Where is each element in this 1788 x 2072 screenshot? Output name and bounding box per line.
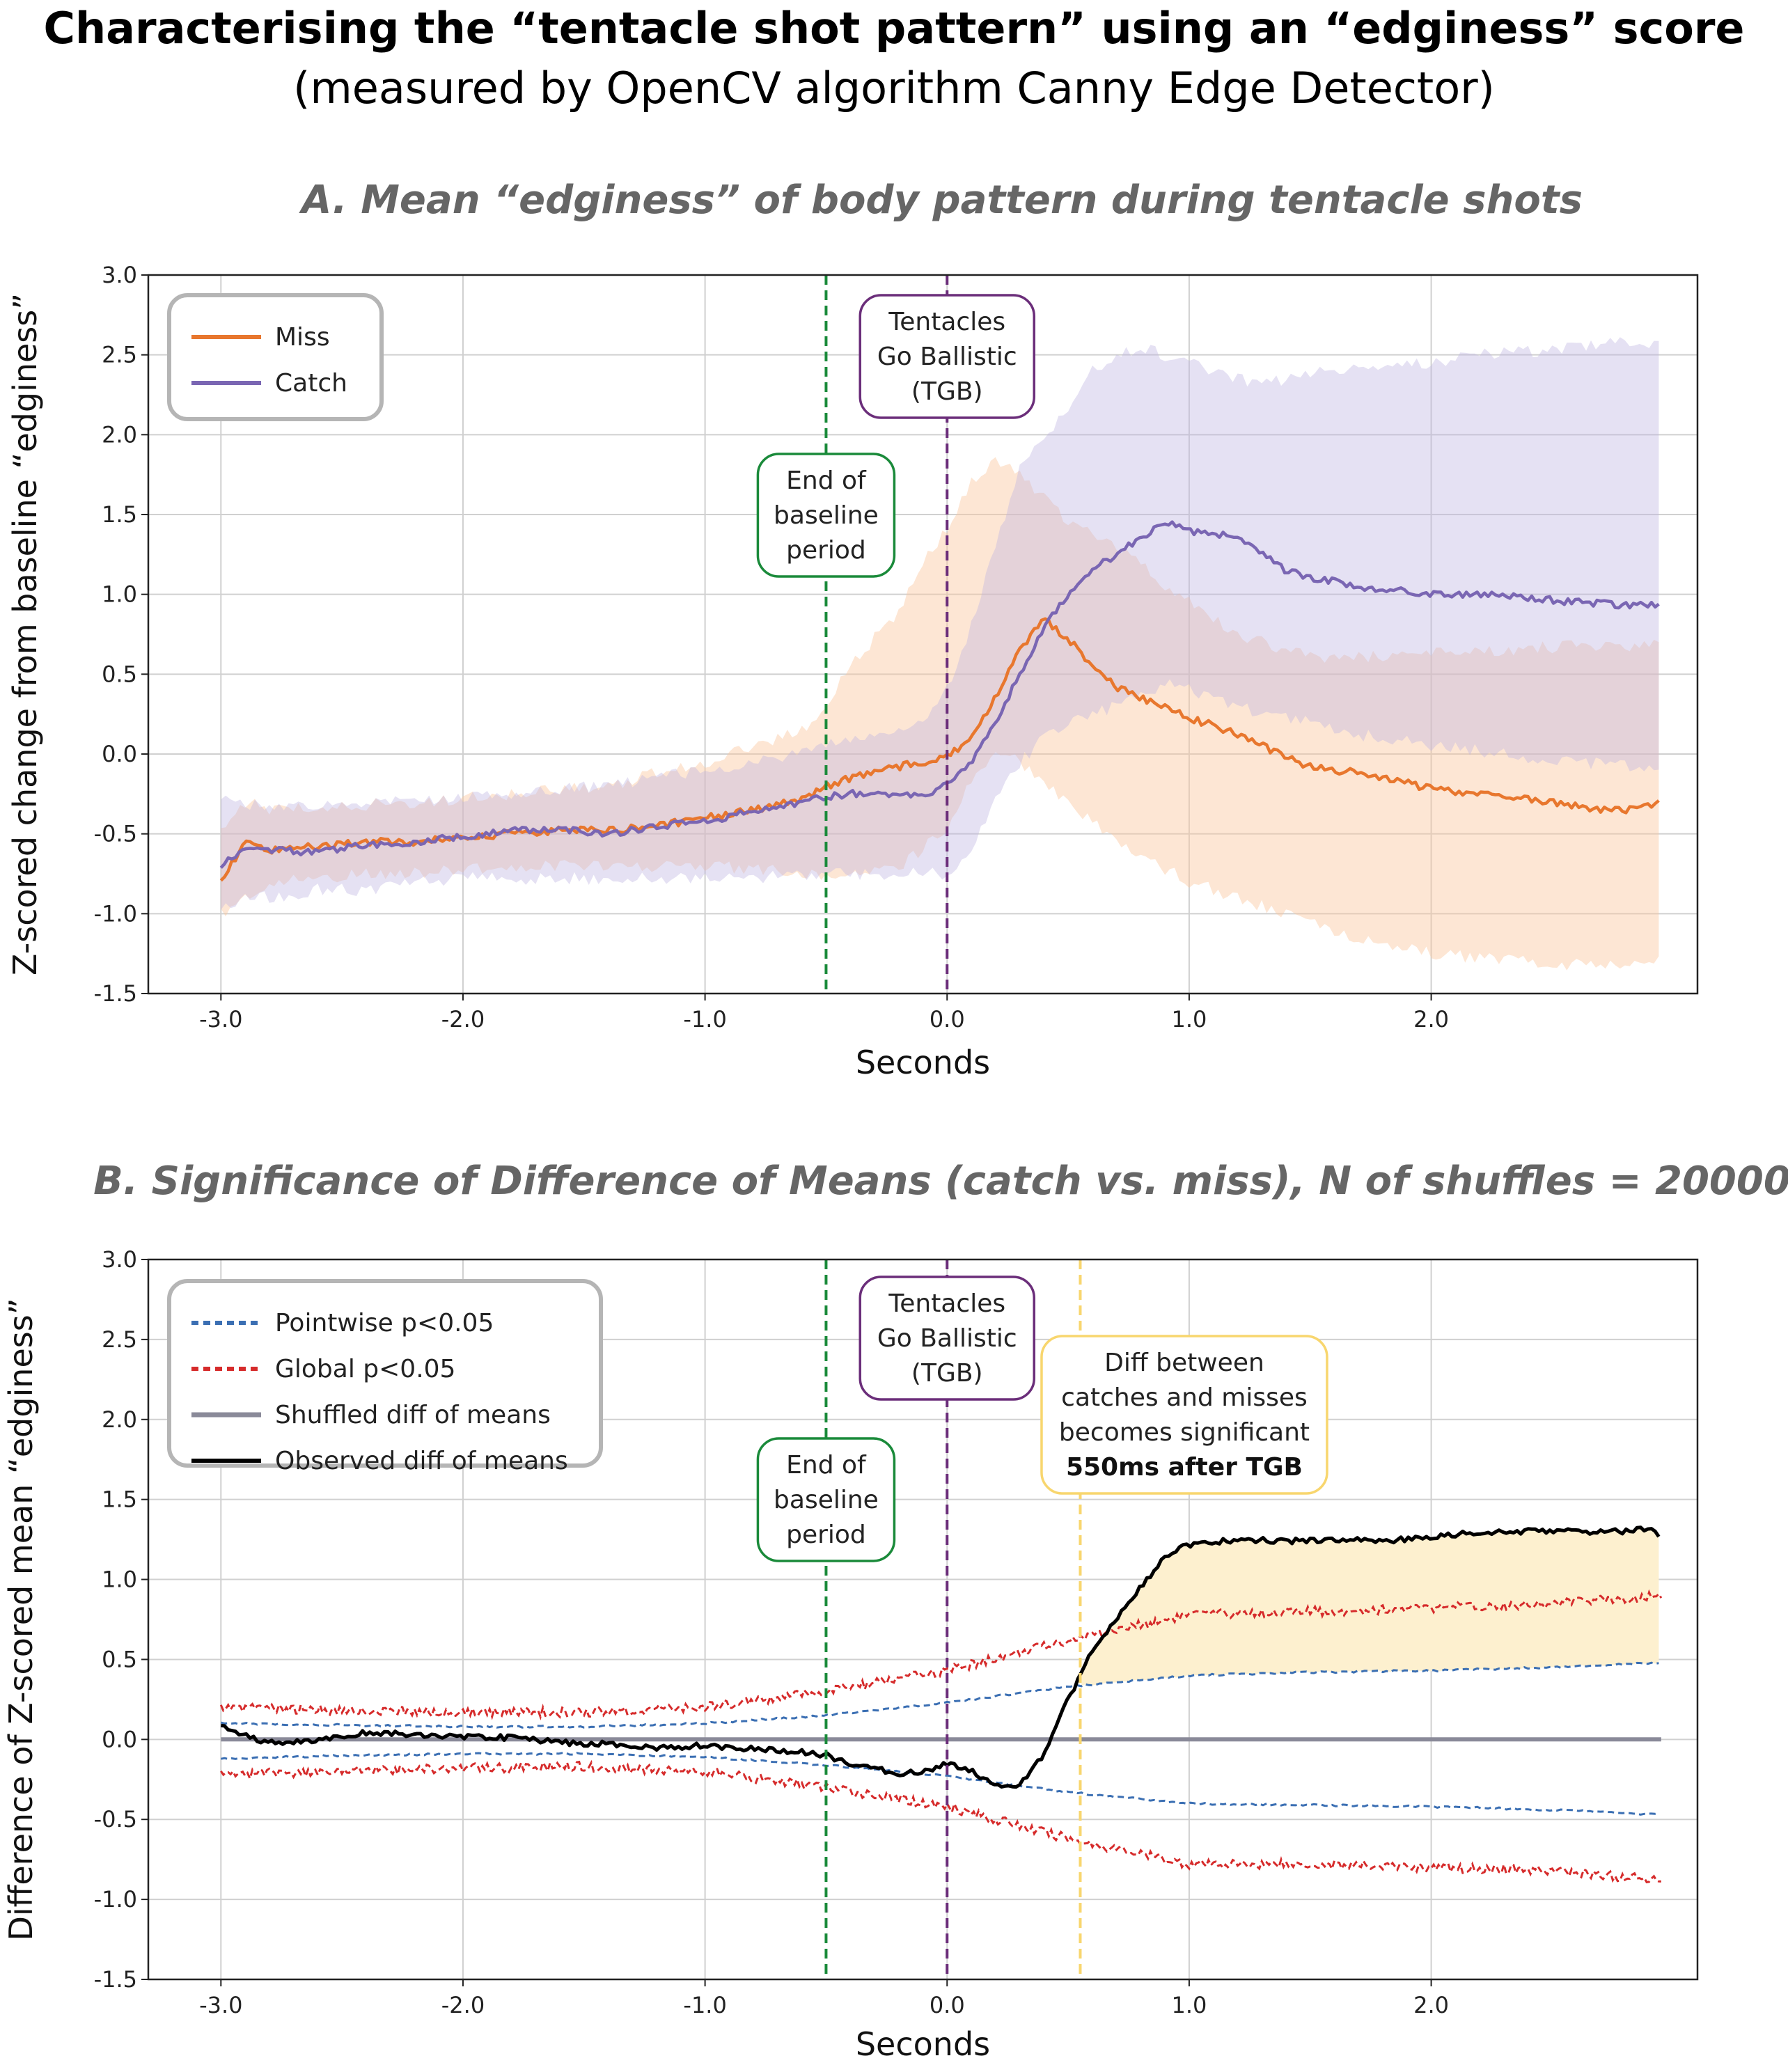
x-tick-label: 0.0 <box>930 1006 965 1033</box>
y-tick-label: -1.5 <box>94 1966 137 1993</box>
tgb-annotation-text: Go Ballistic <box>877 1324 1017 1353</box>
x-tick-label: -1.0 <box>683 1992 726 2018</box>
baseline-annotation-box <box>756 1437 896 1562</box>
y-tick-label: 1.0 <box>102 581 137 608</box>
y-tick-label: 3.0 <box>102 1246 137 1273</box>
figure-title: Characterising the “tentacle shot patter… <box>44 3 1745 54</box>
y-tick-label: 0.5 <box>102 661 137 687</box>
x-tick-label: -2.0 <box>441 1992 485 2018</box>
y-tick-label: 0.5 <box>102 1646 137 1672</box>
legend-label-pointwise: Pointwise p<0.05 <box>275 1309 494 1337</box>
observed-diff-line <box>221 1525 1661 1789</box>
panel-b-data-layer <box>219 1525 1663 1884</box>
baseline-annotation-text: period <box>786 1521 866 1549</box>
panel-a-chart: A. Mean “edginess” of body pattern durin… <box>6 178 1699 1081</box>
panel-b-legend: Pointwise p<0.05 Global p<0.05 Shuffled di… <box>167 1279 603 1475</box>
significance-annotation: Diff between catches and misses becomes si… <box>1040 1335 1328 1495</box>
significance-annotation-box <box>1040 1335 1328 1495</box>
panel-a-title: A. Mean “edginess” of body pattern durin… <box>299 178 1583 223</box>
y-tick-label: -1.0 <box>94 1886 137 1913</box>
baseline-annotation-text: End of <box>786 466 867 495</box>
panel-b-x-axis-label: Seconds <box>856 2025 990 2063</box>
panel-b-axes-frame <box>147 1258 1699 1981</box>
legend-label-shuffled: Shuffled diff of means <box>275 1401 551 1429</box>
y-tick-label: 0.0 <box>102 1726 137 1752</box>
tgb-annotation-box <box>858 294 1036 419</box>
significance-annotation-text: becomes significant <box>1059 1418 1310 1447</box>
y-tick-label: -0.5 <box>94 821 137 847</box>
tgb-annotation: Tentacles Go Ballistic (TGB) <box>858 294 1036 419</box>
y-tick-label: 0.0 <box>102 741 137 767</box>
y-tick-label: 2.5 <box>102 342 137 368</box>
x-tick-label: -3.0 <box>199 1992 242 2018</box>
y-tick-label: 2.5 <box>102 1326 137 1353</box>
panel-b-y-axis-label: Difference of Z-scored mean “edginess” <box>2 1298 40 1940</box>
y-tick-label: 2.0 <box>102 1406 137 1433</box>
x-tick-label: 2.0 <box>1413 1992 1449 2018</box>
legend-label-miss: Miss <box>275 323 330 352</box>
pointwise-lower-line <box>221 1752 1659 1816</box>
y-tick-label: -1.5 <box>94 980 137 1007</box>
x-tick-label: 2.0 <box>1413 1006 1449 1033</box>
x-tick-label: -2.0 <box>441 1006 485 1033</box>
y-tick-label: 3.0 <box>102 262 137 288</box>
significance-annotation-bold-text: 550ms after TGB <box>1066 1453 1303 1482</box>
significance-annotation-text: catches and misses <box>1061 1383 1308 1412</box>
tgb-annotation-text: (TGB) <box>911 1359 983 1388</box>
x-tick-label: 0.0 <box>930 1992 965 2018</box>
tgb-annotation-text: Tentacles <box>888 308 1005 336</box>
miss-confidence-band <box>221 457 1659 971</box>
y-tick-label: 1.5 <box>102 501 137 528</box>
pointwise-upper-line <box>220 1661 1659 1729</box>
catch-confidence-band <box>221 337 1659 910</box>
panel-a-legend: Miss Catch <box>167 293 384 421</box>
tgb-annotation-text: Tentacles <box>888 1289 1005 1318</box>
baseline-annotation-text: End of <box>786 1451 867 1480</box>
y-tick-label: 1.5 <box>102 1486 137 1513</box>
significance-annotation-text: Diff between <box>1104 1349 1264 1377</box>
y-tick-label: -0.5 <box>94 1806 137 1832</box>
tgb-annotation: Tentacles Go Ballistic (TGB) <box>858 1276 1036 1401</box>
catch-line <box>219 520 1660 869</box>
baseline-annotation-box <box>756 453 896 578</box>
tgb-annotation-text: Go Ballistic <box>877 343 1017 371</box>
x-tick-label: -1.0 <box>683 1006 726 1033</box>
panel-a-data-layer <box>219 337 1660 971</box>
legend-label-catch: Catch <box>275 369 347 398</box>
x-tick-label: 1.0 <box>1171 1992 1207 2018</box>
legend-frame <box>167 1279 603 1468</box>
baseline-annotation-text: baseline <box>774 501 879 530</box>
y-tick-label: -1.0 <box>94 900 137 927</box>
panel-a-x-axis-label: Seconds <box>856 1044 990 1081</box>
tgb-annotation-text: (TGB) <box>911 377 983 406</box>
figure-subtitle: (measured by OpenCV algorithm Canny Edge… <box>293 63 1495 113</box>
x-tick-label: -3.0 <box>199 1006 242 1033</box>
y-tick-label: 1.0 <box>102 1567 137 1593</box>
panel-b-title: B. Significance of Difference of Means (… <box>93 1159 1788 1204</box>
x-tick-label: 1.0 <box>1171 1006 1207 1033</box>
global-lower-line <box>220 1759 1661 1884</box>
significance-fill <box>1081 1527 1659 1686</box>
baseline-annotation-text: baseline <box>774 1486 879 1514</box>
baseline-annotation-text: period <box>786 536 866 565</box>
legend-label-global: Global p<0.05 <box>275 1355 455 1383</box>
panel-b-chart: B. Significance of Difference of Means (… <box>2 1159 1788 2063</box>
panel-a-axes-frame <box>147 274 1699 995</box>
panel-a-y-axis-label: Z-scored change from baseline “edginess” <box>6 293 44 975</box>
baseline-annotation: End of baseline period <box>756 1437 896 1562</box>
y-tick-label: 2.0 <box>102 421 137 448</box>
legend-label-observed: Observed diff of means <box>275 1447 568 1475</box>
global-upper-line <box>219 1589 1663 1720</box>
legend-frame <box>167 293 384 421</box>
tgb-annotation-box <box>858 1276 1036 1401</box>
baseline-annotation: End of baseline period <box>756 453 896 578</box>
